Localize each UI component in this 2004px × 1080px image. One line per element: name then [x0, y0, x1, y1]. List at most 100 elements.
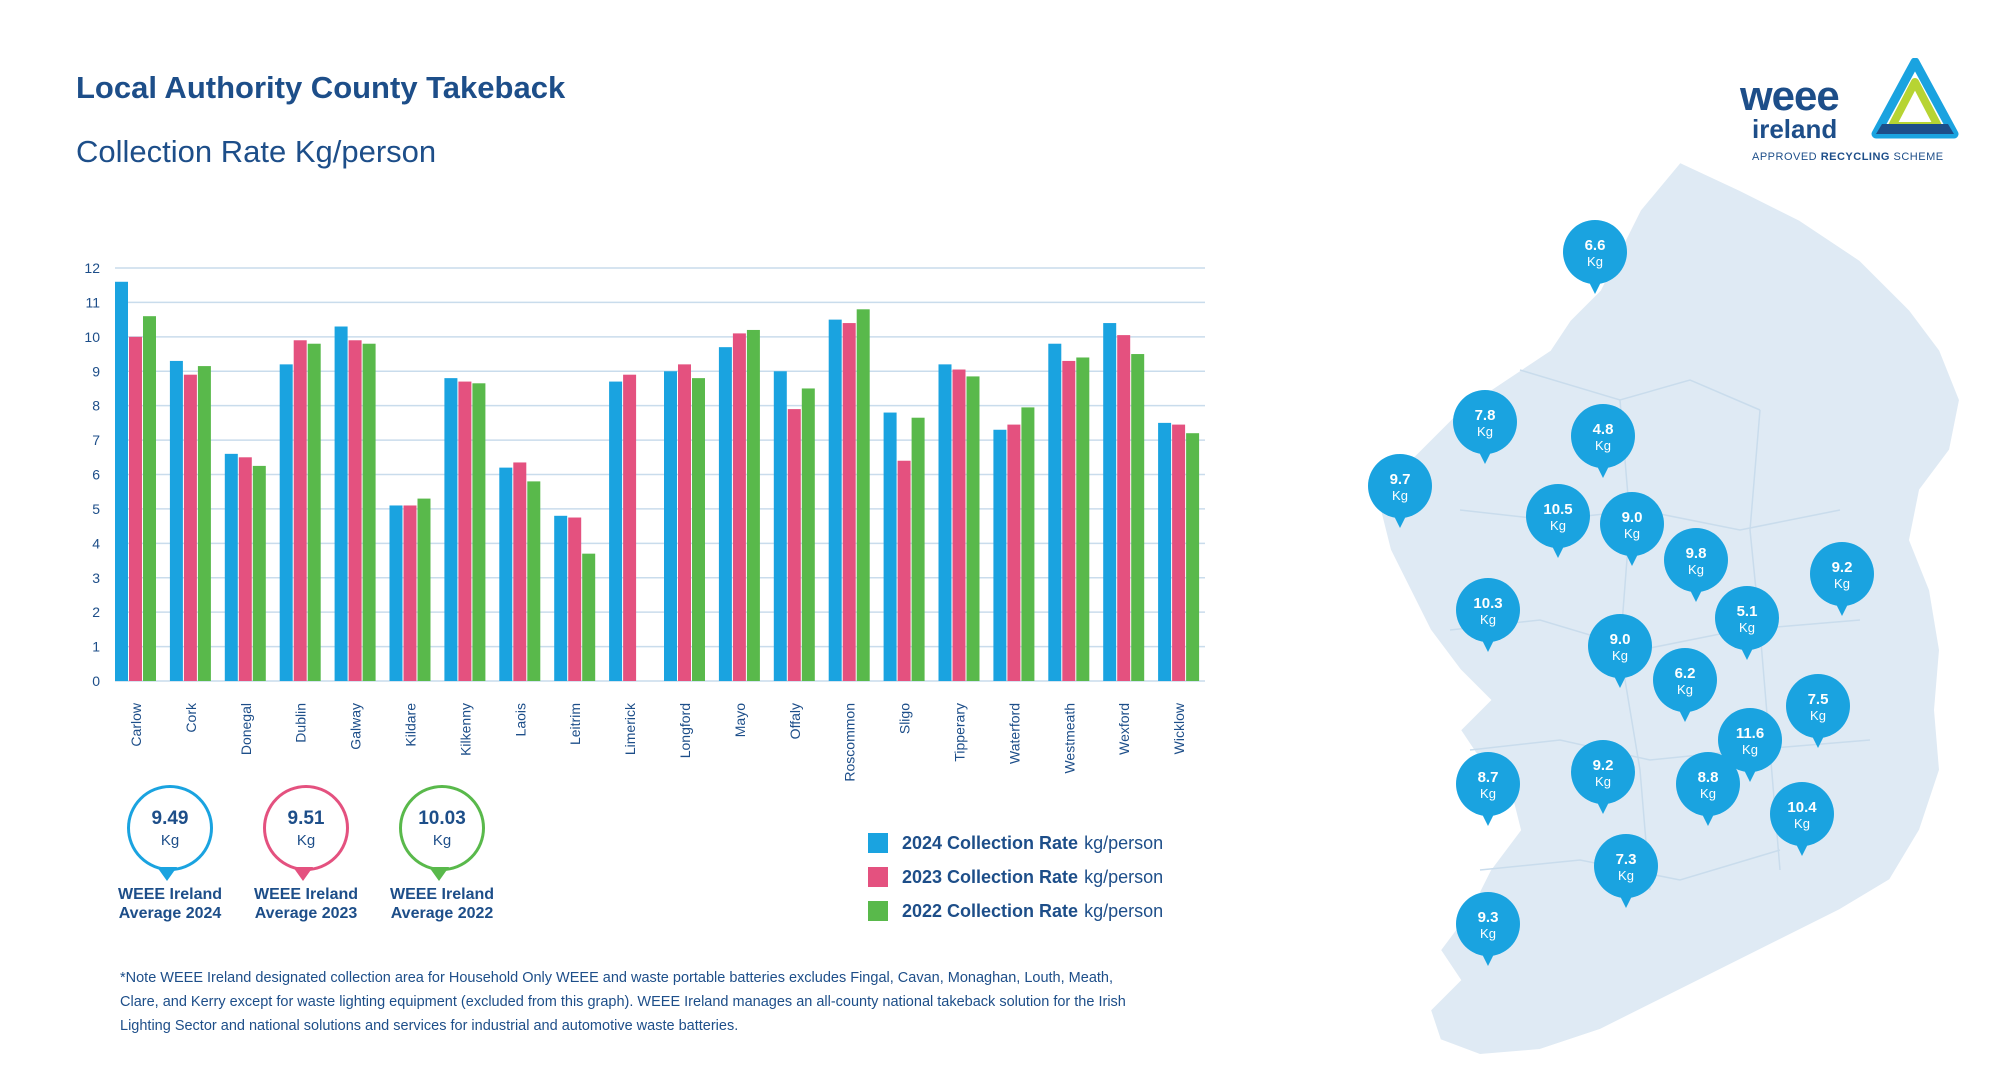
y-tick-label-5: 5	[92, 501, 100, 517]
map-pin-value: 9.0	[1610, 631, 1631, 648]
page-title: Local Authority County Takeback	[76, 70, 566, 105]
x-tick-label-sligo: Sligo	[897, 703, 913, 734]
y-tick-label-11: 11	[85, 294, 100, 310]
average-2024-label-2: Average 2024	[118, 905, 222, 922]
bar-donegal-0	[224, 453, 238, 681]
bar-wicklow-0	[1158, 422, 1172, 681]
bar-tipperary-2	[966, 376, 980, 681]
map-pin-sligo: 7.8Kg	[1453, 390, 1517, 464]
average-2023-value: 9.51	[287, 807, 325, 829]
y-tick-label-6: 6	[92, 467, 100, 483]
map-pin-value: 6.2	[1675, 665, 1696, 682]
bar-waterford-2	[1021, 407, 1035, 681]
x-tick-label-tipperary: Tipperary	[952, 703, 968, 762]
bar-galway-0	[334, 326, 348, 681]
y-tick-label-3: 3	[92, 570, 100, 586]
logo-wordmark-ireland: ireland	[1752, 114, 1838, 144]
map-pin-value: 10.4	[1787, 799, 1817, 816]
bar-waterford-1	[1007, 424, 1021, 681]
legend-item-2023: 2023 Collection Rate kg/person	[868, 860, 1163, 894]
average-2022-badge: 10.03 Kg WEEE Ireland Average 2022	[352, 785, 532, 923]
bar-wexford-0	[1103, 323, 1117, 681]
average-2022-circle: 10.03 Kg	[399, 785, 485, 871]
average-2022-unit: Kg	[432, 831, 452, 849]
map-pin-value: 9.3	[1478, 909, 1499, 926]
bar-limerick-0	[609, 381, 623, 681]
y-tick-label-9: 9	[92, 363, 100, 379]
map-pin-tipperary: 9.2Kg	[1571, 740, 1635, 814]
bar-limerick-1	[623, 374, 637, 681]
map-pin-value: 7.3	[1616, 851, 1637, 868]
bar-cork-2	[197, 366, 211, 681]
bar-mayo-1	[732, 333, 746, 681]
bar-offaly-2	[801, 388, 815, 681]
y-tick-label-0: 0	[92, 673, 100, 689]
bar-sligo-0	[883, 412, 897, 681]
map-pin-roscommon: 10.5Kg	[1526, 484, 1590, 558]
average-2024-unit: Kg	[160, 831, 180, 849]
map-pin-limerick: 8.7Kg	[1456, 752, 1520, 826]
bar-kildare-2	[417, 498, 431, 681]
map-pin-unit: Kg	[1480, 612, 1496, 627]
map-pin-unit: Kg	[1480, 926, 1496, 941]
map-pin-cork: 9.3Kg	[1456, 892, 1520, 966]
x-tick-label-dublin: Dublin	[293, 703, 309, 743]
y-tick-label-2: 2	[92, 604, 100, 620]
average-2023-unit: Kg	[296, 831, 316, 849]
legend-label-2022: 2022 Collection Rate	[902, 900, 1079, 921]
x-tick-label-donegal: Donegal	[238, 703, 254, 755]
map-pin-unit: Kg	[1742, 742, 1758, 757]
map-pin-unit: Kg	[1392, 488, 1408, 503]
legend-swatch-2023	[868, 867, 888, 887]
average-2024-value: 9.49	[151, 807, 189, 829]
bar-dublin-2	[307, 343, 321, 681]
average-2022-value: 10.03	[418, 807, 466, 829]
logo-triangle-icon	[1871, 58, 1959, 139]
average-2022-label-1: WEEE Ireland	[389, 886, 495, 903]
legend-item-2024: 2024 Collection Rate kg/person	[868, 826, 1163, 860]
x-tick-label-kilkenny: Kilkenny	[457, 703, 473, 756]
bar-leitrim-0	[554, 515, 568, 681]
chart-legend: 2024 Collection Rate kg/person 2023 Coll…	[868, 826, 1163, 928]
bar-mayo-2	[746, 329, 760, 681]
map-pin-galway: 10.3Kg	[1456, 578, 1520, 652]
map-pin-unit: Kg	[1794, 816, 1810, 831]
map-pin-unit: Kg	[1677, 682, 1693, 697]
map-pin-unit: Kg	[1480, 786, 1496, 801]
bar-tipperary-1	[952, 369, 966, 681]
bar-galway-1	[348, 340, 362, 681]
bar-wicklow-1	[1172, 424, 1186, 681]
y-tick-label-1: 1	[92, 639, 100, 655]
map-pin-unit: Kg	[1550, 518, 1566, 533]
map-pin-unit: Kg	[1810, 708, 1826, 723]
y-tick-label-12: 12	[84, 260, 100, 276]
average-2023-circle: 9.51 Kg	[263, 785, 349, 871]
map-pin-longford: 9.0Kg	[1600, 492, 1664, 566]
map-pin-carlow: 11.6Kg	[1718, 708, 1782, 782]
legend-unit-2024: kg/person	[1084, 832, 1164, 853]
bar-laois-0	[499, 467, 513, 681]
bar-leitrim-1	[568, 517, 582, 681]
map-pin-unit: Kg	[1700, 786, 1716, 801]
map-pin-value: 7.5	[1808, 691, 1829, 708]
map-pin-value: 8.7	[1478, 769, 1499, 786]
legend-item-2022: 2022 Collection Rate kg/person	[868, 894, 1163, 928]
map-pin-value: 6.6	[1585, 237, 1606, 254]
map-pin-value: 10.3	[1473, 595, 1502, 612]
legend-swatch-2024	[868, 833, 888, 853]
x-tick-label-wicklow: Wicklow	[1171, 702, 1187, 754]
bar-wicklow-2	[1186, 433, 1200, 681]
bar-kildare-0	[389, 505, 403, 681]
y-tick-label-8: 8	[92, 398, 100, 414]
page-subtitle: Collection Rate Kg/person	[76, 134, 437, 169]
map-pin-mayo: 9.7Kg	[1368, 454, 1432, 528]
x-tick-label-leitrim: Leitrim	[567, 703, 583, 745]
bar-sligo-2	[911, 417, 925, 681]
bar-kilkenny-1	[458, 381, 472, 681]
x-tick-label-westmeath: Westmeath	[1061, 703, 1077, 774]
bar-longford-2	[692, 378, 705, 681]
map-pin-kilkenny: 8.8Kg	[1676, 752, 1740, 826]
map-pin-donegal: 6.6Kg	[1563, 220, 1627, 294]
bar-dublin-0	[279, 364, 293, 681]
bar-longford-0	[664, 371, 677, 681]
